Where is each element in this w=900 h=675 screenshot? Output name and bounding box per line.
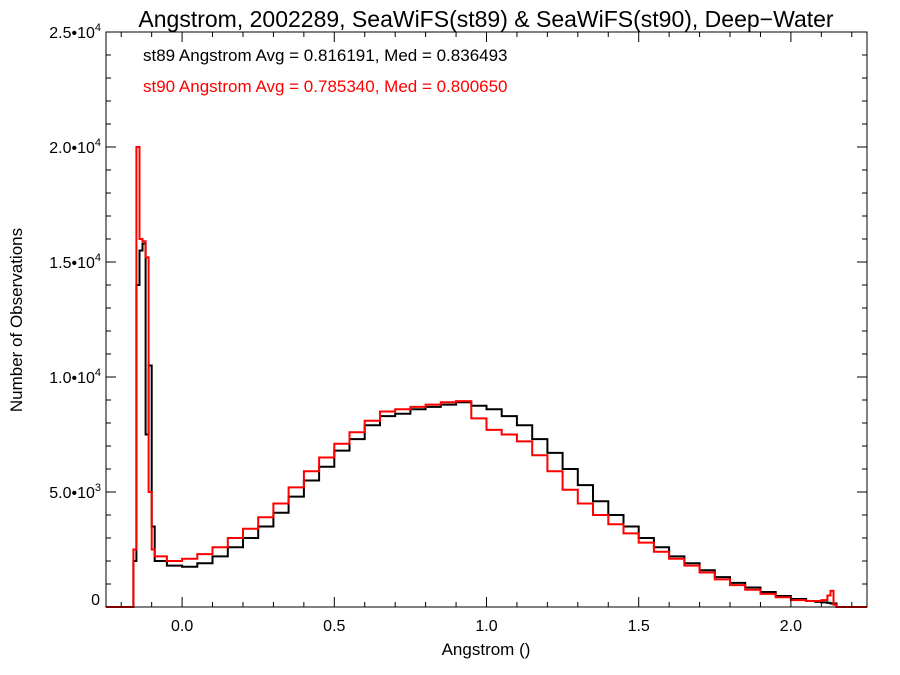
plot-frame	[105, 31, 868, 608]
y-tick-label: 2.5•104	[49, 22, 101, 42]
y-tick-label: 5.0•103	[49, 482, 101, 502]
st90-stats-annotation: st90 Angstrom Avg = 0.785340, Med = 0.80…	[143, 77, 508, 96]
x-tick-label: 0.0	[171, 618, 193, 635]
st89-series-line	[106, 242, 867, 608]
y-tick-label: 1.0•104	[49, 367, 101, 387]
x-tick-label: 2.0	[780, 618, 802, 635]
chart-title: Angstrom, 2002289, SeaWiFS(st89) & SeaWi…	[138, 6, 834, 32]
st90-series-line	[106, 146, 867, 608]
y-axis-label: Number of Observations	[7, 228, 26, 412]
x-tick-label: 0.5	[323, 618, 345, 635]
series-layer	[106, 146, 867, 608]
y-axis: 0 5.0•103 1.0•104 1.5•104 2.0•104 2.5•104	[49, 22, 867, 609]
x-tick-label: 1.0	[475, 618, 497, 635]
x-tick-label: 1.5	[628, 618, 650, 635]
x-axis: 0.0 0.5 1.0 1.5 2.0	[120, 32, 853, 635]
st89-stats-annotation: st89 Angstrom Avg = 0.816191, Med = 0.83…	[143, 46, 508, 65]
y-tick-label: 0	[91, 592, 100, 609]
y-tick-label: 2.0•104	[49, 137, 101, 157]
y-tick-label: 1.5•104	[49, 252, 101, 272]
x-axis-label: Angstrom ()	[442, 640, 531, 659]
